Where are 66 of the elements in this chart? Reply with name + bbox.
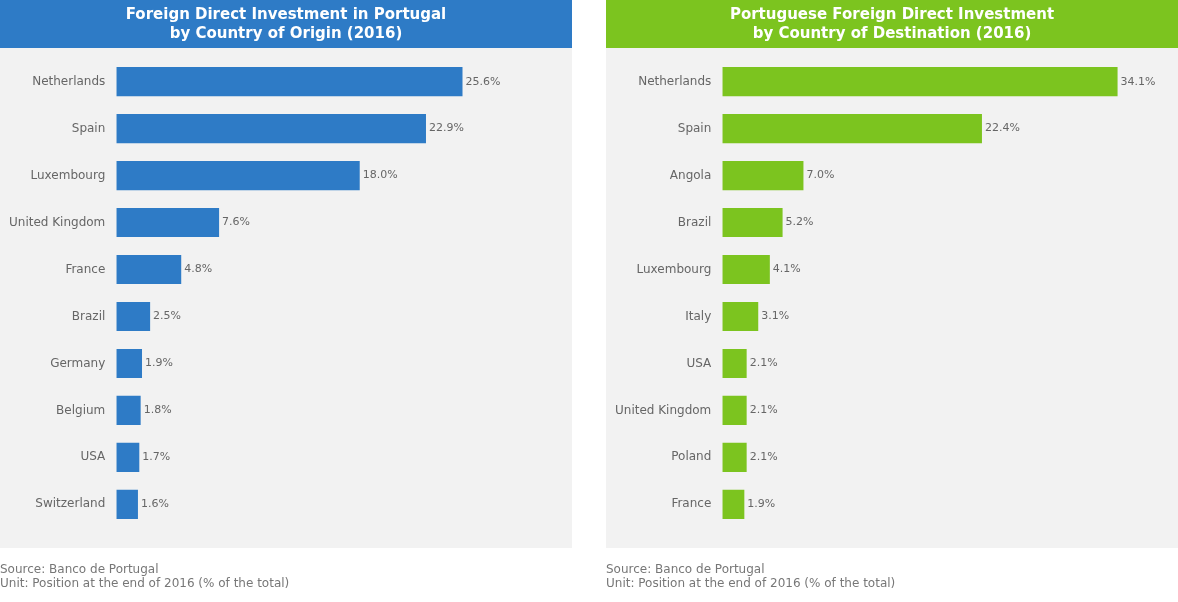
bar [722,489,745,519]
y-tick-label: Germany [50,355,106,370]
data-label: 5.2% [785,215,814,229]
y-tick-label: USA [80,449,107,464]
chart-title: Foreign Direct Investment in Portugal by Country of Origin (2016) [0,0,572,48]
bar [722,67,1118,97]
data-label: 2.5% [153,309,182,323]
y-tick-label: Switzerland [35,496,106,511]
y-tick-label: United Kingdom [8,214,106,229]
data-label: 22.9% [428,121,464,135]
y-tick-label: Belgium [56,402,106,417]
data-label: 2.1% [749,450,778,464]
data-label: 4.1% [772,262,801,276]
y-tick-label: Brazil [71,308,106,323]
data-label: 2.1% [749,356,778,370]
data-label: 2.1% [749,403,778,417]
data-label: 1.9% [145,356,173,370]
data-label: 7.6% [222,215,251,229]
y-tick-label: France [671,496,712,511]
bar [116,442,140,472]
y-tick-label: France [65,261,106,276]
y-tick-label: Netherlands [638,73,712,88]
y-tick-label: Spain [677,120,712,135]
data-label: 22.4% [984,121,1020,135]
data-label: 1.9% [747,497,776,511]
y-tick-label: Italy [685,308,712,323]
bar [116,254,182,285]
bar [722,301,759,332]
bar [722,348,747,378]
bar [722,395,747,425]
data-label: 1.7% [142,450,171,464]
y-tick-label: Poland [671,449,712,464]
source-note: Source: Banco de Portugal [606,562,766,576]
data-label: 7.0% [806,168,835,182]
bar [116,67,463,97]
text: Unit: Position at the end of 2016 (% of the total) [606,576,897,590]
bar [116,114,426,144]
bar [116,208,220,238]
bar [116,489,138,519]
y-tick-label: United Kingdom [614,402,712,417]
bar [116,301,151,332]
y-tick-label: Spain [71,120,106,135]
bar [722,442,747,472]
chart-title: Portuguese Foreign Direct Investment by Country of Destination (2016) [606,0,1178,48]
bar [722,114,982,144]
bar [722,161,804,191]
y-tick-label: Angola [669,167,712,182]
data-label: 18.0% [362,168,398,182]
bar [116,348,143,378]
data-label: 1.6% [140,497,169,511]
y-tick-label: USA [686,355,713,370]
y-tick-label: Luxembourg [636,261,712,276]
data-label: 1.8% [143,403,172,417]
source-note: Source: Banco de Portugal [0,562,160,576]
y-tick-label: Luxembourg [30,167,106,182]
data-label: 3.1% [761,309,790,323]
y-tick-label: Brazil [677,214,712,229]
text: Unit: Position at the end of 2016 (% of the total) [0,576,291,590]
data-label: 4.8% [184,262,213,276]
bar [116,161,360,191]
bar [722,254,770,285]
y-tick-label: Netherlands [32,73,106,88]
bar [722,208,783,238]
data-label: 25.6% [465,74,501,88]
data-label: 34.1% [1120,74,1156,88]
bar [116,395,141,425]
